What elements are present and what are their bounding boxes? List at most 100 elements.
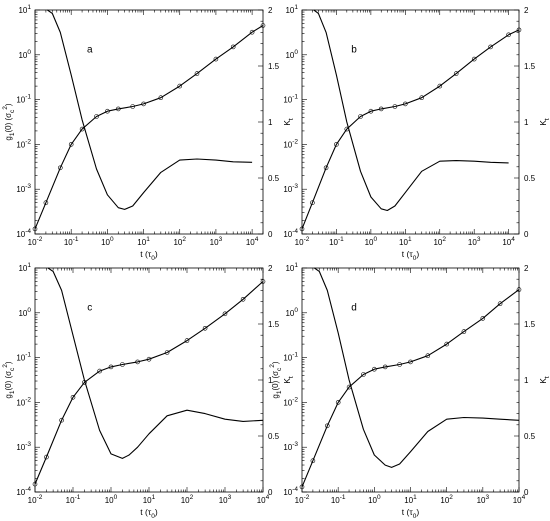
x-tick-label: 10-2 [295, 494, 310, 505]
series-g1-line [34, 25, 264, 230]
series-g1-marker [57, 165, 63, 171]
series-g1-marker [299, 484, 305, 490]
x-tick-label: 103 [210, 236, 223, 247]
plot-frame [34, 267, 264, 493]
chart-panel-d: 10-2 10-1 100 101 102 103 10410-410-310-210-11… [269, 262, 550, 520]
series-g1-line [301, 29, 520, 230]
x-tick-label: 101 [137, 236, 150, 247]
plot-frame [301, 267, 520, 493]
panel-label: c [87, 303, 92, 314]
x-tick-label: 100 [101, 236, 114, 247]
y-left-tick-label: 10-4 [16, 228, 31, 239]
series-g1-marker [260, 23, 266, 28]
series-g1-marker [516, 287, 522, 292]
series-g1-marker [59, 417, 64, 423]
y-left-tick-label: 10-4 [16, 486, 31, 497]
y-right-tick-label: 2 [268, 6, 273, 15]
x-tick-label: 104 [513, 494, 526, 505]
y-left-tick-label: 10-2 [16, 396, 31, 407]
y-right-tick-label: 1.5 [268, 62, 280, 71]
series-g1-marker [108, 364, 114, 370]
series-g1-marker [116, 106, 121, 112]
y-right-tick-label: 0.5 [268, 174, 280, 183]
series-g1-marker [461, 329, 467, 334]
series-g1-marker [408, 359, 413, 365]
series-g1-marker [32, 481, 38, 487]
y-right-tick-label: 0.5 [524, 174, 536, 183]
series-g1-marker [260, 279, 266, 284]
series-g1-marker [222, 311, 228, 317]
y-right-tick-label: 1 [524, 376, 529, 385]
series-g1-marker [397, 362, 402, 367]
y-right-tick-label: 0.5 [524, 432, 536, 441]
y-left-tick-label: 10-3 [16, 183, 31, 194]
plot-frame [301, 9, 520, 235]
series-g1-marker [194, 71, 200, 76]
x-tick-label: 101 [399, 236, 412, 247]
series-g1-marker [425, 353, 431, 359]
series-g1-marker [335, 400, 341, 405]
x-tick-label: 102 [433, 236, 446, 247]
series-g1-marker [202, 325, 208, 331]
y-left-tick-label: 10-2 [16, 138, 31, 149]
series-g1-marker [249, 29, 255, 35]
y-right-tick-label: 0 [268, 230, 273, 239]
chart-panel-a: 10-2 10-1 100 101 102 103 10410-410-310-210-11… [2, 4, 295, 262]
series-g1-marker [79, 126, 85, 132]
series-g1-marker [135, 359, 140, 365]
y-left-tick-label: 101 [285, 262, 298, 273]
series-g1-marker [68, 142, 74, 147]
y-left-axis-label: g1(0) (σc2) [2, 361, 16, 399]
y-right-axis-label: Kt [282, 118, 295, 126]
x-tick-label: 101 [404, 494, 417, 505]
y-left-tick-label: 10-4 [283, 486, 298, 497]
x-tick-label: 10-2 [28, 494, 43, 505]
series-kt-line [313, 9, 509, 212]
chart-panel-b: 10-2 10-1 100 101 102 103 10410-410-310-210-11… [283, 4, 550, 262]
y-left-tick-label: 10-1 [16, 94, 31, 105]
y-left-axis-label: g1(0) (σc2) [2, 103, 16, 141]
x-tick-label: 102 [181, 494, 194, 505]
series-g1-marker [146, 356, 152, 362]
x-tick-label: 100 [105, 494, 118, 505]
y-right-tick-label: 0 [524, 230, 529, 239]
y-right-tick-label: 1 [268, 376, 273, 385]
series-g1-marker [471, 56, 477, 62]
x-tick-label: 100 [365, 236, 378, 247]
y-left-tick-label: 101 [285, 4, 298, 15]
series-g1-marker [141, 101, 146, 107]
series-g1-line [34, 281, 264, 485]
series-g1-marker [70, 394, 76, 400]
y-right-axis-label: Kt [538, 376, 550, 384]
series-g1-marker [310, 200, 315, 205]
y-left-tick-label: 100 [18, 49, 31, 60]
x-tick-label: 102 [173, 236, 186, 247]
x-tick-label: 10-2 [28, 236, 43, 247]
x-tick-label: 104 [257, 494, 270, 505]
x-tick-label: 102 [440, 494, 453, 505]
series-g1-marker [444, 341, 450, 347]
series-g1-marker [240, 296, 246, 302]
y-left-tick-label: 101 [18, 4, 31, 15]
y-left-tick-label: 10-3 [283, 441, 298, 452]
series-g1-marker [419, 95, 425, 100]
x-tick-label: 101 [143, 494, 156, 505]
series-g1-marker [32, 226, 38, 232]
series-g1-marker [488, 44, 493, 50]
series-g1-marker [368, 108, 374, 114]
plot-frame [34, 9, 264, 235]
series-g1-marker [371, 366, 377, 372]
series-g1-marker [453, 71, 459, 76]
y-left-tick-label: 100 [18, 307, 31, 318]
series-g1-marker [299, 226, 305, 232]
series-g1-marker [184, 338, 190, 343]
x-tick-label: 104 [502, 236, 515, 247]
y-left-tick-label: 10-3 [16, 441, 31, 452]
y-left-tick-label: 10-1 [283, 94, 298, 105]
y-right-tick-label: 1.5 [524, 320, 536, 329]
panel-label: d [351, 303, 357, 314]
series-g1-marker [382, 364, 388, 370]
series-g1-marker [94, 114, 99, 119]
y-left-tick-label: 100 [285, 49, 298, 60]
